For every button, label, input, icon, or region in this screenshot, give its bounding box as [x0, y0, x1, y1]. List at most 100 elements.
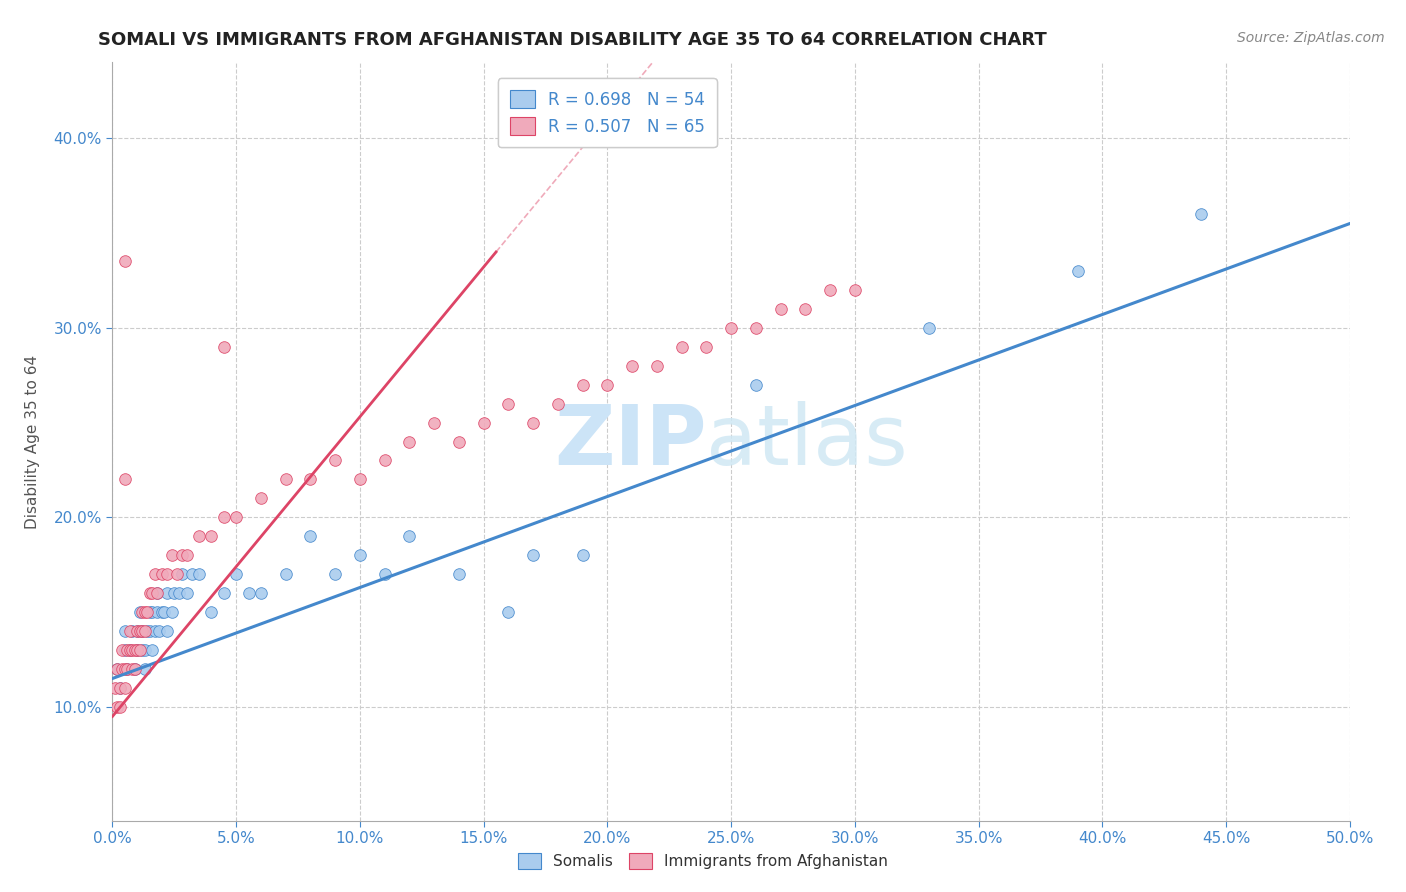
Point — [114, 643, 136, 657]
Point — [250, 586, 273, 600]
Point — [166, 567, 188, 582]
Point — [138, 605, 160, 619]
Point — [146, 586, 169, 600]
Point — [170, 548, 193, 563]
Point — [374, 453, 396, 467]
Point — [299, 529, 322, 543]
Point — [131, 643, 153, 657]
Point — [769, 301, 792, 316]
Point — [148, 624, 170, 639]
Point — [127, 643, 149, 657]
Point — [695, 340, 717, 354]
Point — [111, 643, 134, 657]
Point — [374, 567, 396, 582]
Point — [131, 624, 153, 639]
Point — [114, 254, 136, 268]
Point — [176, 586, 198, 600]
Point — [118, 624, 141, 639]
Point — [121, 643, 143, 657]
Point — [127, 624, 149, 639]
Point — [146, 586, 169, 600]
Point — [596, 377, 619, 392]
Point — [118, 643, 141, 657]
Point — [299, 473, 322, 487]
Point — [323, 567, 346, 582]
Point — [104, 681, 127, 695]
Y-axis label: Disability Age 35 to 64: Disability Age 35 to 64 — [25, 354, 39, 529]
Point — [745, 377, 768, 392]
Point — [150, 605, 173, 619]
Point — [522, 416, 544, 430]
Point — [131, 624, 153, 639]
Point — [238, 586, 260, 600]
Point — [156, 586, 179, 600]
Point — [124, 662, 146, 676]
Point — [121, 624, 143, 639]
Point — [349, 473, 371, 487]
Point — [117, 662, 139, 676]
Point — [398, 434, 420, 449]
Point — [141, 586, 163, 600]
Point — [153, 605, 176, 619]
Point — [114, 624, 136, 639]
Point — [274, 567, 297, 582]
Point — [128, 624, 150, 639]
Point — [398, 529, 420, 543]
Point — [141, 605, 163, 619]
Point — [621, 359, 644, 373]
Point — [1189, 207, 1212, 221]
Point — [141, 643, 163, 657]
Text: SOMALI VS IMMIGRANTS FROM AFGHANISTAN DISABILITY AGE 35 TO 64 CORRELATION CHART: SOMALI VS IMMIGRANTS FROM AFGHANISTAN DI… — [98, 31, 1047, 49]
Point — [160, 605, 183, 619]
Point — [136, 605, 159, 619]
Point — [114, 662, 136, 676]
Point — [720, 321, 742, 335]
Point — [498, 605, 520, 619]
Text: atlas: atlas — [706, 401, 908, 482]
Legend: Somalis, Immigrants from Afghanistan: Somalis, Immigrants from Afghanistan — [512, 847, 894, 875]
Point — [498, 396, 520, 410]
Point — [128, 605, 150, 619]
Point — [745, 321, 768, 335]
Point — [108, 699, 131, 714]
Point — [323, 453, 346, 467]
Point — [349, 548, 371, 563]
Point — [124, 643, 146, 657]
Point — [200, 605, 222, 619]
Point — [225, 510, 247, 524]
Point — [156, 567, 179, 582]
Point — [918, 321, 941, 335]
Point — [645, 359, 668, 373]
Legend: R = 0.698   N = 54, R = 0.507   N = 65: R = 0.698 N = 54, R = 0.507 N = 65 — [498, 78, 717, 147]
Text: ZIP: ZIP — [554, 401, 706, 482]
Point — [212, 586, 235, 600]
Point — [114, 473, 136, 487]
Point — [107, 699, 129, 714]
Point — [117, 643, 139, 657]
Point — [127, 624, 149, 639]
Point — [188, 529, 211, 543]
Point — [128, 643, 150, 657]
Point — [138, 586, 160, 600]
Point — [423, 416, 446, 430]
Point — [447, 434, 470, 449]
Point — [118, 643, 141, 657]
Point — [134, 643, 156, 657]
Point — [160, 548, 183, 563]
Point — [108, 681, 131, 695]
Point — [547, 396, 569, 410]
Point — [108, 681, 131, 695]
Point — [212, 340, 235, 354]
Point — [107, 662, 129, 676]
Point — [121, 662, 143, 676]
Point — [522, 548, 544, 563]
Point — [1066, 264, 1088, 278]
Point — [136, 624, 159, 639]
Point — [124, 662, 146, 676]
Point — [143, 567, 166, 582]
Point — [188, 567, 211, 582]
Point — [274, 473, 297, 487]
Point — [472, 416, 495, 430]
Point — [844, 283, 866, 297]
Point — [134, 662, 156, 676]
